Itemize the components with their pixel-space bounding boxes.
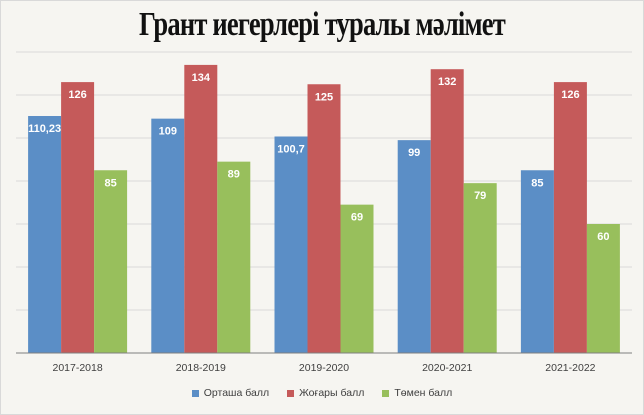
data-label: 100,7 xyxy=(277,143,305,155)
data-label: 85 xyxy=(531,177,543,189)
legend-item: Жоғары балл xyxy=(287,387,364,399)
bar xyxy=(94,170,128,353)
chart-legend: Орташа балл Жоғары балл Төмен балл xyxy=(0,387,644,399)
bar xyxy=(553,82,587,353)
bar xyxy=(307,84,341,353)
bar xyxy=(28,116,62,354)
data-label: 60 xyxy=(597,231,609,243)
bar xyxy=(184,64,218,354)
bar xyxy=(397,140,431,353)
legend-label: Жоғары балл xyxy=(299,387,365,399)
x-tick-label: 2017-2018 xyxy=(52,362,102,374)
data-label: 134 xyxy=(192,72,211,84)
legend-label: Төмен балл xyxy=(394,387,453,399)
data-label: 85 xyxy=(104,177,116,189)
data-label: 110,23 xyxy=(28,123,61,135)
bar xyxy=(217,161,251,353)
data-label: 79 xyxy=(474,190,486,202)
legend-swatch xyxy=(287,389,295,397)
x-tick-label: 2021-2022 xyxy=(545,362,595,374)
bar xyxy=(586,224,620,353)
x-tick-label: 2018-2019 xyxy=(176,362,226,374)
data-label: 125 xyxy=(315,91,333,103)
data-label: 126 xyxy=(561,89,579,101)
bar xyxy=(274,136,308,353)
data-label: 132 xyxy=(438,76,456,88)
legend-item: Орташа балл xyxy=(191,387,270,399)
data-label: 69 xyxy=(351,212,363,224)
legend-item: Төмен балл xyxy=(382,387,452,399)
bar xyxy=(463,183,497,353)
data-label: 89 xyxy=(228,169,240,181)
x-tick-label: 2020-2021 xyxy=(422,362,472,374)
bar xyxy=(520,170,554,353)
x-tick-label: 2019-2020 xyxy=(299,362,349,374)
legend-swatch xyxy=(382,389,390,397)
bar xyxy=(61,82,95,353)
bar xyxy=(430,69,464,353)
legend-swatch xyxy=(191,389,199,397)
chart-title: Грант иегерлері туралы мәлімет xyxy=(138,6,506,43)
data-label: 109 xyxy=(159,126,177,138)
data-label: 99 xyxy=(408,147,420,159)
legend-label: Орташа балл xyxy=(203,387,270,399)
bar xyxy=(340,204,374,353)
data-label: 126 xyxy=(68,89,86,101)
bar xyxy=(151,118,185,354)
